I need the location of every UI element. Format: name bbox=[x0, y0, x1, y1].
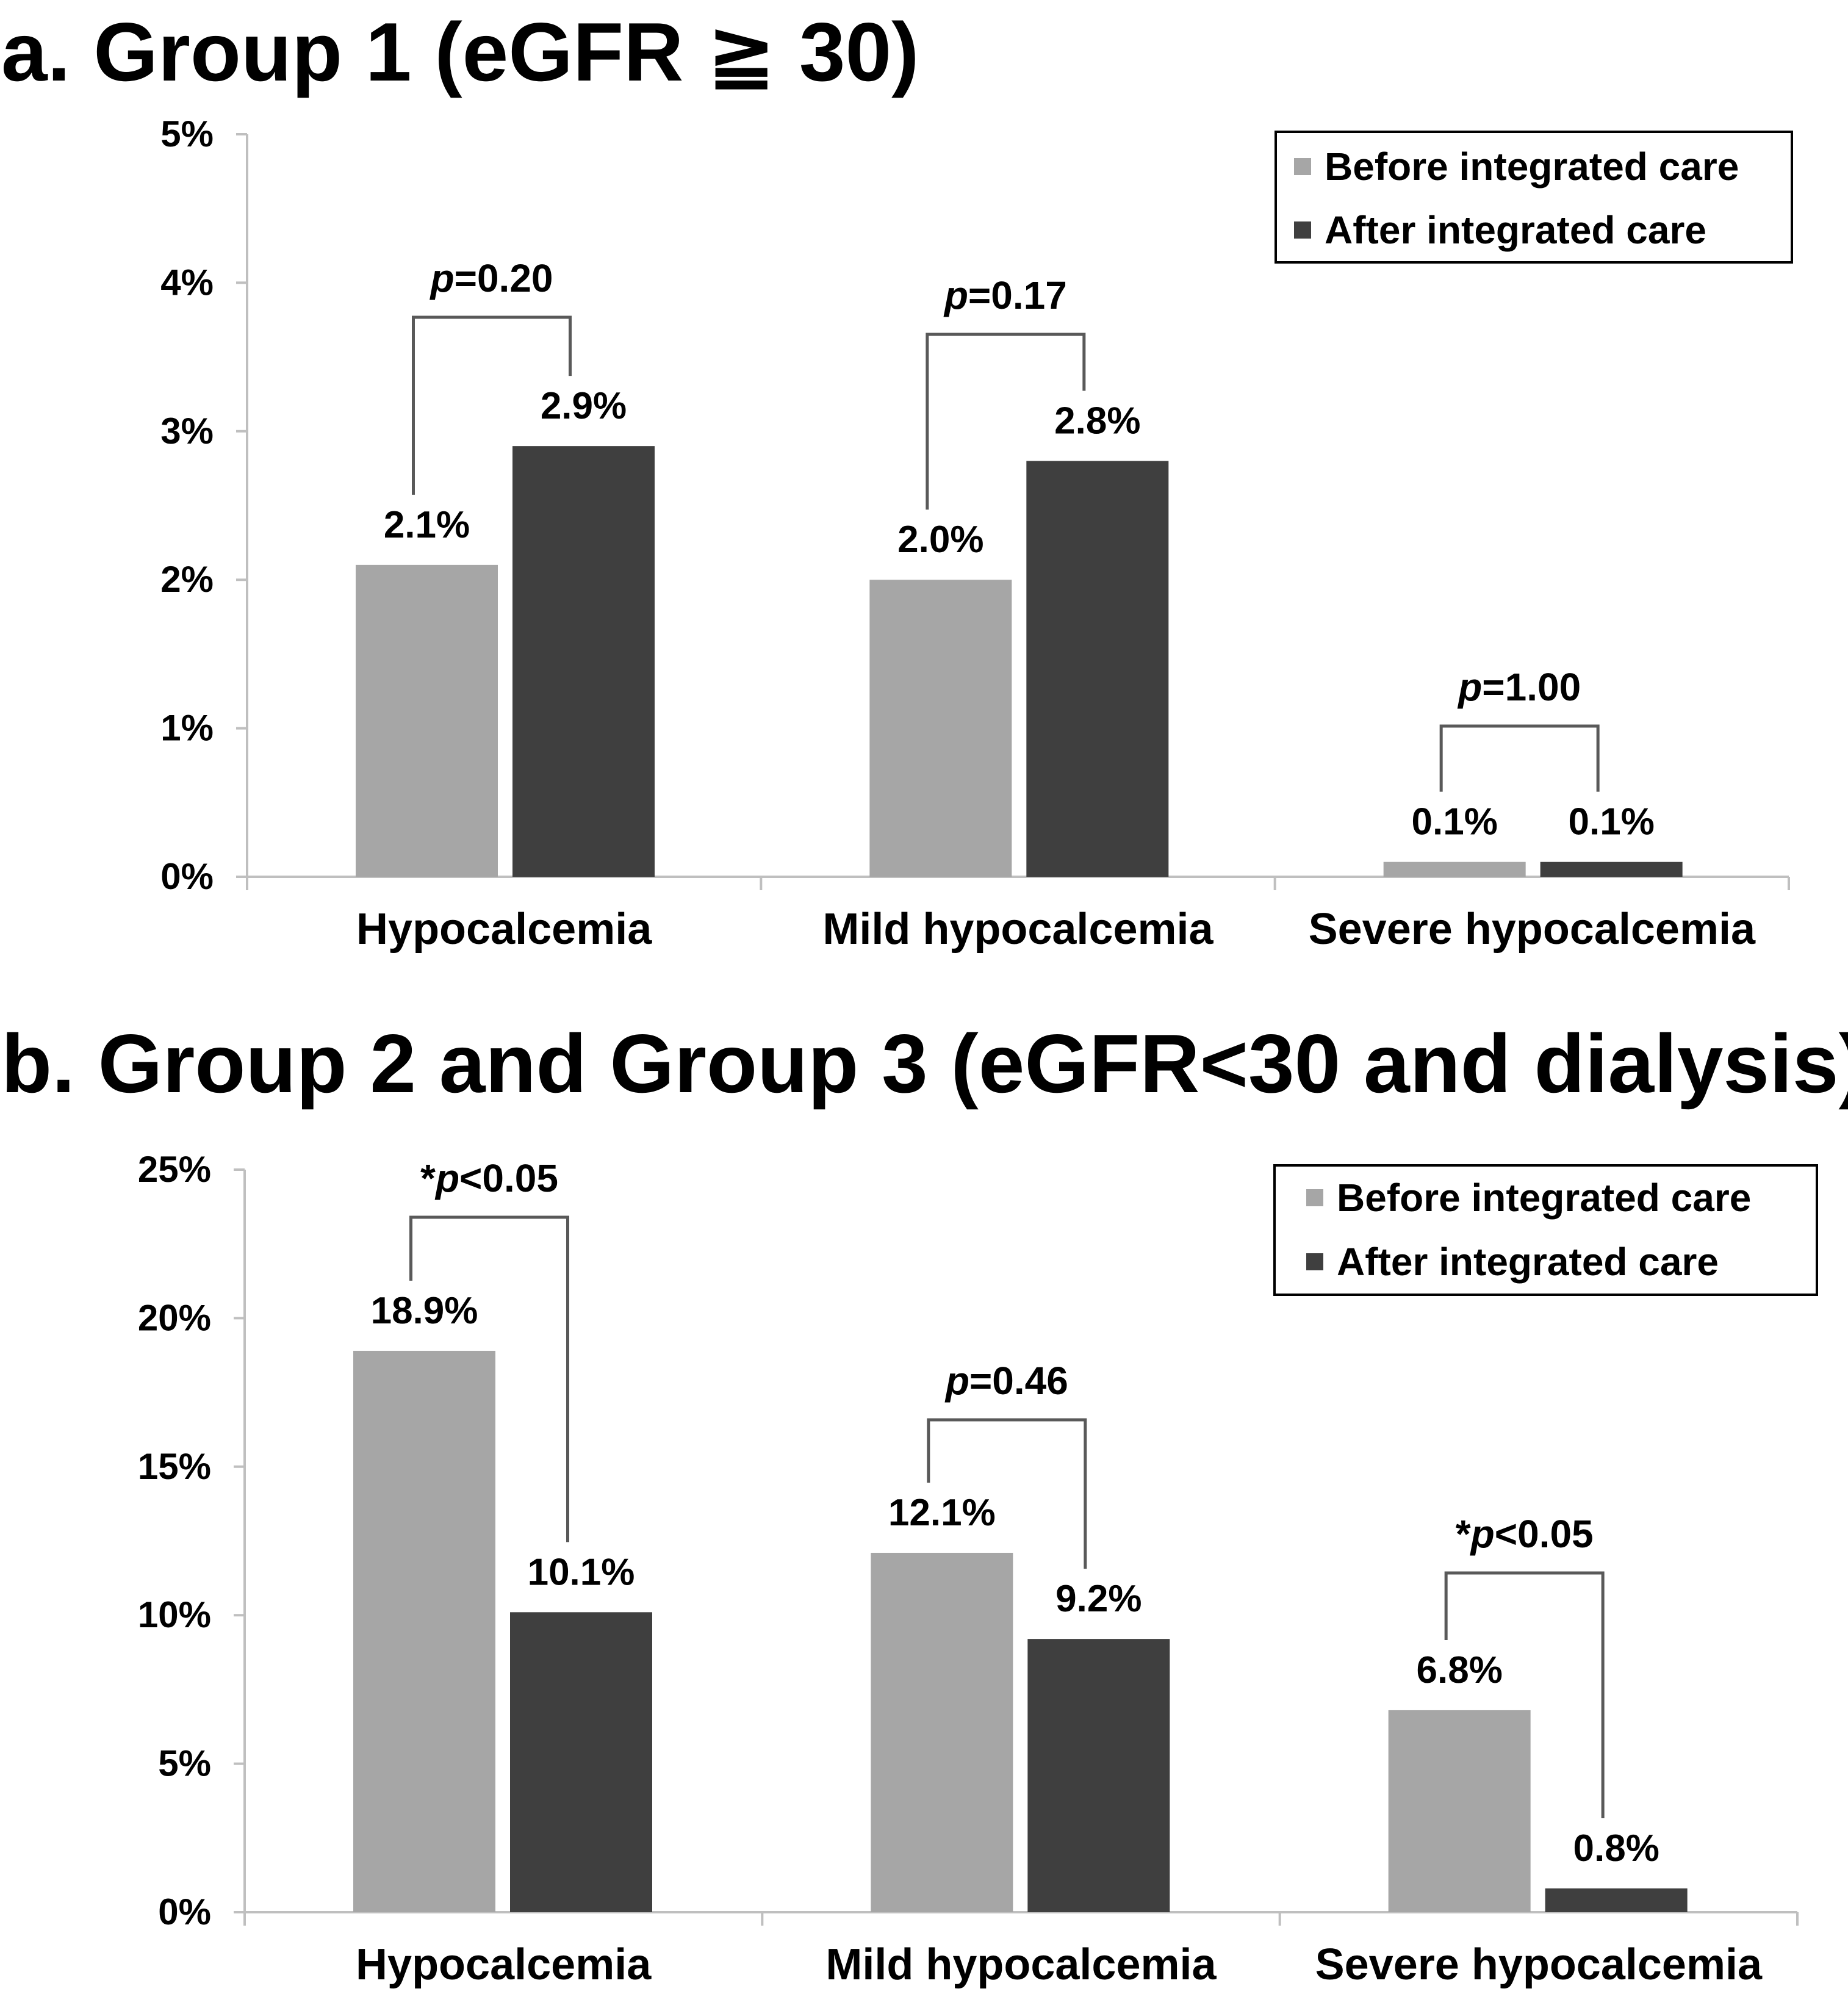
panel-b-legend-swatch bbox=[1306, 1189, 1323, 1206]
panel-b-significance-bracket bbox=[409, 1215, 569, 1542]
panel-b: b. Group 2 and Group 3 (eGFR<30 and dial… bbox=[1, 1017, 1848, 1989]
panel-b-data-label: 12.1% bbox=[888, 1492, 996, 1534]
panel-a-data-label: 0.1% bbox=[1569, 801, 1655, 843]
panel-b-category-label: Hypocalcemia bbox=[356, 1940, 652, 1989]
panel-a-legend-swatch bbox=[1294, 158, 1311, 175]
panel-a-bar bbox=[356, 564, 498, 877]
panel-b-bar bbox=[871, 1552, 1013, 1912]
panel-b-significance-bracket bbox=[927, 1418, 1087, 1569]
panel-b-p-value-text: =0.46 bbox=[969, 1359, 1068, 1403]
panel-a-category-label: Mild hypocalcemia bbox=[822, 905, 1213, 954]
panel-a-y-tick-label: 2% bbox=[160, 559, 214, 600]
panel-b-legend-swatch bbox=[1306, 1253, 1323, 1270]
panel-b-y-tick-label: 25% bbox=[138, 1149, 211, 1190]
panel-b-p-value-p: p bbox=[1470, 1512, 1495, 1556]
panel-b-bar bbox=[510, 1612, 652, 1912]
panel-b-legend-label: Before integrated care bbox=[1337, 1176, 1751, 1220]
panel-a-significance-bracket bbox=[412, 315, 572, 495]
panel-a-legend-label: Before integrated care bbox=[1325, 145, 1739, 189]
panel-a-bar bbox=[512, 446, 655, 877]
panel-b-y-tick-label: 10% bbox=[138, 1594, 211, 1635]
panel-b-p-value-p: p bbox=[944, 1359, 969, 1403]
panel-a-legend-swatch bbox=[1294, 221, 1311, 239]
panel-b-bar bbox=[353, 1350, 495, 1912]
panel-b-p-value-label: *p<0.05 bbox=[420, 1156, 558, 1200]
panel-a-title: a. Group 1 (eGFR ≧ 30) bbox=[1, 5, 919, 98]
panel-a-p-value-p: p bbox=[943, 273, 968, 317]
panel-a-data-label: 2.0% bbox=[897, 519, 983, 561]
panel-a-p-value-text: =1.00 bbox=[1482, 665, 1581, 709]
panel-a-data-label: 2.1% bbox=[384, 504, 470, 546]
panel-a-bar bbox=[869, 580, 1012, 877]
panel-a-legend-label: After integrated care bbox=[1325, 208, 1706, 252]
panel-a-data-label: 2.8% bbox=[1054, 400, 1140, 442]
panel-a-y-tick-label: 4% bbox=[160, 262, 214, 303]
panel-b-bar bbox=[1388, 1710, 1531, 1912]
panel-b-y-tick-label: 20% bbox=[138, 1297, 211, 1338]
panel-a-legend-box bbox=[1275, 131, 1793, 264]
panel-a-p-value-p: p bbox=[1457, 665, 1482, 709]
panel-b-data-label: 18.9% bbox=[371, 1290, 478, 1332]
panel-a-p-value-p: p bbox=[429, 256, 454, 300]
panel-a-p-value-text: =0.17 bbox=[968, 273, 1067, 317]
panel-a-bar bbox=[1383, 862, 1526, 877]
panel-b-p-value-text: <0.05 bbox=[1495, 1512, 1594, 1556]
panel-b-bar bbox=[1027, 1639, 1170, 1912]
panel-b-y-tick-label: 0% bbox=[158, 1891, 211, 1932]
panel-a-significance-bracket bbox=[926, 333, 1086, 510]
panel-b-data-label: 0.8% bbox=[1573, 1827, 1659, 1869]
panel-b-bar bbox=[1545, 1888, 1688, 1912]
panel-b-p-value-label: *p<0.05 bbox=[1456, 1512, 1594, 1556]
panel-a-p-value-label: p=0.20 bbox=[429, 256, 553, 300]
panel-b-p-value-text: <0.05 bbox=[459, 1156, 558, 1200]
panel-a-bar bbox=[1026, 461, 1169, 877]
panel-a-category-label: Hypocalcemia bbox=[356, 905, 652, 954]
panel-a-y-tick-label: 3% bbox=[160, 411, 214, 452]
panel-b-p-value-p: p bbox=[434, 1156, 459, 1200]
panel-b-data-label: 9.2% bbox=[1055, 1578, 1142, 1620]
panel-b-category-label: Severe hypocalcemia bbox=[1315, 1940, 1763, 1989]
panel-b-data-label: 10.1% bbox=[528, 1551, 635, 1593]
panel-a-p-value-label: p=1.00 bbox=[1457, 665, 1581, 709]
panel-a-category-label: Severe hypocalcemia bbox=[1309, 905, 1756, 954]
panel-a-y-tick-label: 5% bbox=[160, 113, 214, 154]
panel-b-legend-label: After integrated care bbox=[1337, 1240, 1719, 1284]
panel-b-y-tick-label: 15% bbox=[138, 1446, 211, 1487]
panel-b-p-value-star: * bbox=[420, 1156, 436, 1200]
panel-b-significance-bracket bbox=[1444, 1571, 1605, 1819]
panel-a-p-value-text: =0.20 bbox=[455, 256, 553, 300]
panel-b-y-tick-label: 5% bbox=[158, 1743, 211, 1784]
panel-b-legend-box bbox=[1273, 1164, 1818, 1296]
panel-b-title: b. Group 2 and Group 3 (eGFR<30 and dial… bbox=[1, 1017, 1848, 1110]
panel-a-data-label: 0.1% bbox=[1412, 801, 1498, 843]
panel-a-y-tick-label: 0% bbox=[160, 856, 214, 897]
panel-a-p-value-label: p=0.17 bbox=[943, 273, 1067, 317]
panel-a-significance-bracket bbox=[1439, 724, 1600, 792]
panel-b-p-value-star: * bbox=[1456, 1512, 1471, 1556]
panel-b-data-label: 6.8% bbox=[1417, 1649, 1503, 1691]
panel-a-bar bbox=[1540, 862, 1683, 877]
panel-a-y-tick-label: 1% bbox=[160, 708, 214, 749]
panel-b-p-value-label: p=0.46 bbox=[944, 1359, 1068, 1403]
panel-b-category-label: Mild hypocalcemia bbox=[825, 1940, 1217, 1989]
panel-a-data-label: 2.9% bbox=[541, 385, 627, 427]
panel-a: a. Group 1 (eGFR ≧ 30) 0% 1% 2% 3% 4% 5% Hypoc… bbox=[1, 5, 1793, 954]
